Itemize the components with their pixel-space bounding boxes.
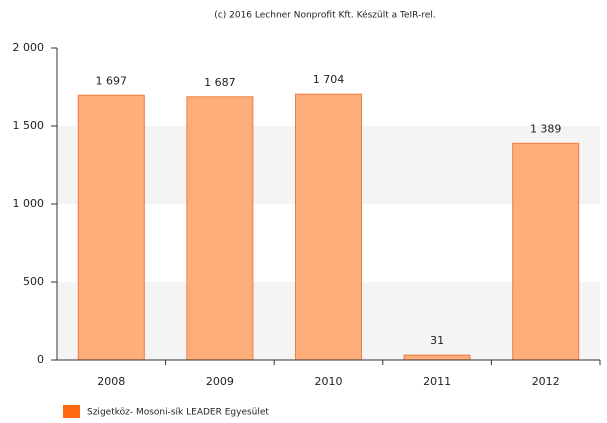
bar	[77, 94, 145, 361]
x-tick-label: 2011	[423, 375, 451, 388]
data-label: 1 704	[313, 73, 345, 86]
bar	[186, 96, 254, 361]
data-label: 1 389	[530, 122, 562, 135]
y-tick-label: 2 000	[13, 41, 45, 54]
x-tick-label: 2010	[315, 375, 343, 388]
y-tick-label: 500	[23, 275, 44, 288]
bar	[403, 354, 471, 361]
y-tick-label: 1 000	[13, 197, 45, 210]
bar	[512, 142, 580, 361]
chart-title: (c) 2016 Lechner Nonprofit Kft. Készült …	[214, 10, 435, 21]
y-tick-label: 1 500	[13, 119, 45, 132]
data-label: 1 697	[96, 74, 128, 87]
x-tick-label: 2009	[206, 375, 234, 388]
bar	[295, 93, 362, 361]
y-tick-label: 0	[37, 353, 44, 366]
x-tick-label: 2012	[532, 375, 560, 388]
legend-swatch	[63, 405, 80, 418]
legend-label: Szigetköz- Mosoni-sík LEADER Egyesület	[87, 408, 269, 418]
x-tick-label: 2008	[97, 375, 125, 388]
data-label: 31	[430, 334, 444, 347]
data-label: 1 687	[204, 76, 236, 89]
